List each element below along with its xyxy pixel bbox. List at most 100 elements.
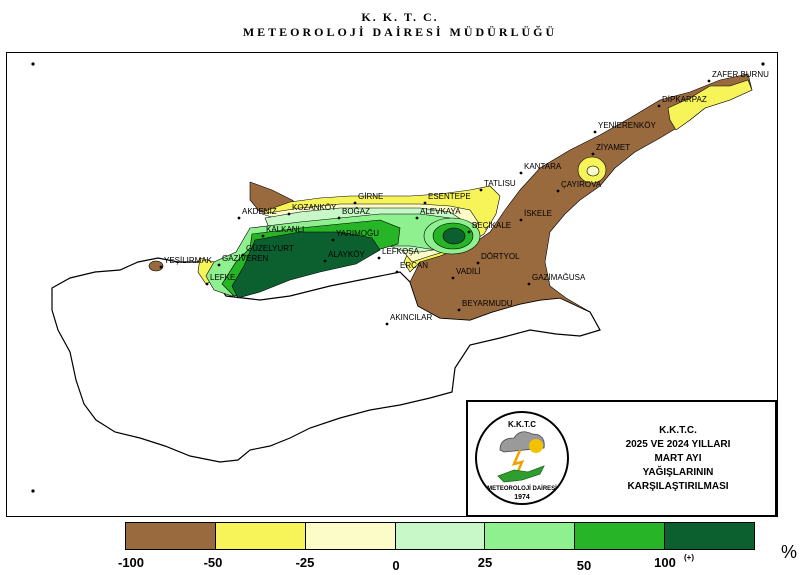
place-marker	[395, 270, 399, 274]
place-marker	[467, 230, 471, 234]
legend-tick: -100	[117, 555, 145, 570]
legend-swatch	[485, 523, 576, 549]
place-label: TATLISU	[479, 179, 516, 192]
place-marker	[476, 261, 480, 265]
legend-swatch	[575, 523, 666, 549]
place-marker	[323, 259, 327, 263]
place-label: YENİERENKÖY	[593, 121, 656, 134]
place-name: ERCAN	[400, 261, 428, 270]
place-marker	[331, 238, 335, 242]
place-marker	[423, 201, 427, 205]
place-label: İSKELE	[519, 209, 552, 222]
place-marker	[556, 189, 560, 193]
legend-swatch	[126, 523, 216, 549]
legend-tick: 0	[392, 558, 400, 573]
place-marker	[377, 256, 381, 260]
place-name: VADİLİ	[456, 267, 481, 276]
place-label: LEFKOŞA	[377, 247, 420, 260]
info-text: K.K.T.C. 2025 VE 2024 YILLARI MART AYI Y…	[583, 424, 773, 494]
place-name: KALKANLI	[266, 225, 304, 234]
zone-brown-east	[409, 73, 753, 321]
place-name: GAZİMAĞUSA	[532, 273, 586, 282]
place-name: YEŞİLIRMAK	[164, 256, 213, 265]
place-name: BEYARMUDU	[462, 299, 513, 308]
place-name: İSKELE	[524, 209, 552, 218]
header-subtitle: METEOROLOJİ DAİRESİ MÜDÜRLÜĞÜ	[242, 25, 558, 39]
place-marker	[707, 79, 711, 83]
place-label: ALEVKAYA	[415, 207, 461, 220]
place-label: GİRNE	[353, 192, 383, 205]
place-name: DÖRTYOL	[481, 252, 520, 261]
place-label: ZİYAMET	[591, 143, 630, 156]
legend-tick: 100	[654, 555, 676, 570]
place-name: BOĞAZ	[342, 207, 370, 216]
legend-tick-plus: (+)	[684, 553, 694, 562]
legend-unit: %	[781, 542, 798, 562]
place-marker	[205, 282, 209, 286]
place-name: GAZİVEREN	[222, 254, 268, 263]
place-marker	[519, 218, 523, 222]
info-box: K.K.T.C METEOROLOJİ DAİRESİ 1974 K.K.T.C…	[466, 400, 777, 517]
place-label: KALKANLI	[261, 225, 304, 238]
place-name: AKINCILAR	[390, 313, 432, 322]
legend-swatch	[665, 523, 755, 549]
place-name: YARIMOĞU	[336, 229, 379, 238]
place-label: DÖRTYOL	[476, 252, 520, 265]
place-label: YARIMOĞU	[331, 229, 379, 242]
place-name: ALAYKÖY	[328, 250, 365, 259]
info-subject: YAĞIŞLARININ	[642, 467, 714, 478]
place-label: GAZİVEREN	[217, 254, 268, 267]
legend-swatch	[305, 523, 396, 549]
legend-bar	[125, 522, 755, 550]
place-marker	[337, 216, 341, 220]
place-label: VADİLİ	[451, 267, 481, 280]
place-marker	[261, 234, 265, 238]
place-marker	[519, 171, 523, 175]
header-title: K. K. T. C.	[361, 10, 439, 24]
place-marker	[415, 216, 419, 220]
legend-tick: -25	[295, 555, 315, 570]
place-marker	[159, 265, 163, 269]
place-marker	[217, 263, 221, 267]
place-name: TATLISU	[484, 179, 516, 188]
place-label: KOZANKÖY	[287, 203, 337, 216]
place-label: YEŞİLIRMAK	[159, 256, 213, 269]
place-name: KOZANKÖY	[292, 203, 337, 212]
place-name: GÜZELYURT	[246, 244, 294, 253]
place-name: GİRNE	[358, 192, 383, 201]
place-label: AKINCILAR	[385, 313, 432, 326]
info-years: 2025 VE 2024 YILLARI	[625, 439, 731, 450]
place-name: ZAFER BURNU	[712, 70, 769, 79]
place-name: KANTARA	[524, 162, 562, 171]
place-marker	[385, 322, 389, 326]
place-marker	[287, 212, 291, 216]
place-label: BEYARMUDU	[457, 299, 513, 312]
place-label: ZAFER BURNU	[707, 70, 769, 83]
place-marker	[591, 152, 595, 156]
logo-year-text: 1974	[514, 494, 530, 501]
place-label: LEFKE	[205, 273, 235, 286]
info-month: MART AYI	[654, 453, 702, 464]
place-label: GAZİMAĞUSA	[527, 273, 586, 286]
place-label: ÇAYIROVA	[556, 180, 602, 193]
place-name: ALEVKAYA	[420, 207, 461, 216]
place-name: LEFKE	[210, 273, 235, 282]
legend-tick: -50	[203, 555, 223, 570]
zone-yellow-karpaz	[667, 79, 753, 131]
legend-swatch	[215, 523, 306, 549]
place-name: YENİERENKÖY	[598, 121, 656, 130]
place-label: KANTARA	[519, 162, 562, 175]
place-name: DİPKARPAZ	[662, 95, 707, 104]
place-marker	[593, 130, 597, 134]
place-name: ESENTEPE	[428, 192, 471, 201]
legend-tick: 50	[576, 558, 592, 573]
zone-brown-blob	[148, 260, 164, 272]
meteorology-logo: K.K.T.C METEOROLOJİ DAİRESİ 1974	[475, 411, 569, 505]
place-name: ÇAYIROVA	[561, 180, 602, 189]
legend-swatch	[395, 523, 486, 549]
place-name: AKDENİZ	[242, 207, 277, 216]
place-name: BEÇİKALE	[472, 221, 511, 230]
place-label: ALAYKÖY	[323, 250, 365, 263]
place-label: BOĞAZ	[337, 207, 370, 220]
place-marker	[237, 216, 241, 220]
